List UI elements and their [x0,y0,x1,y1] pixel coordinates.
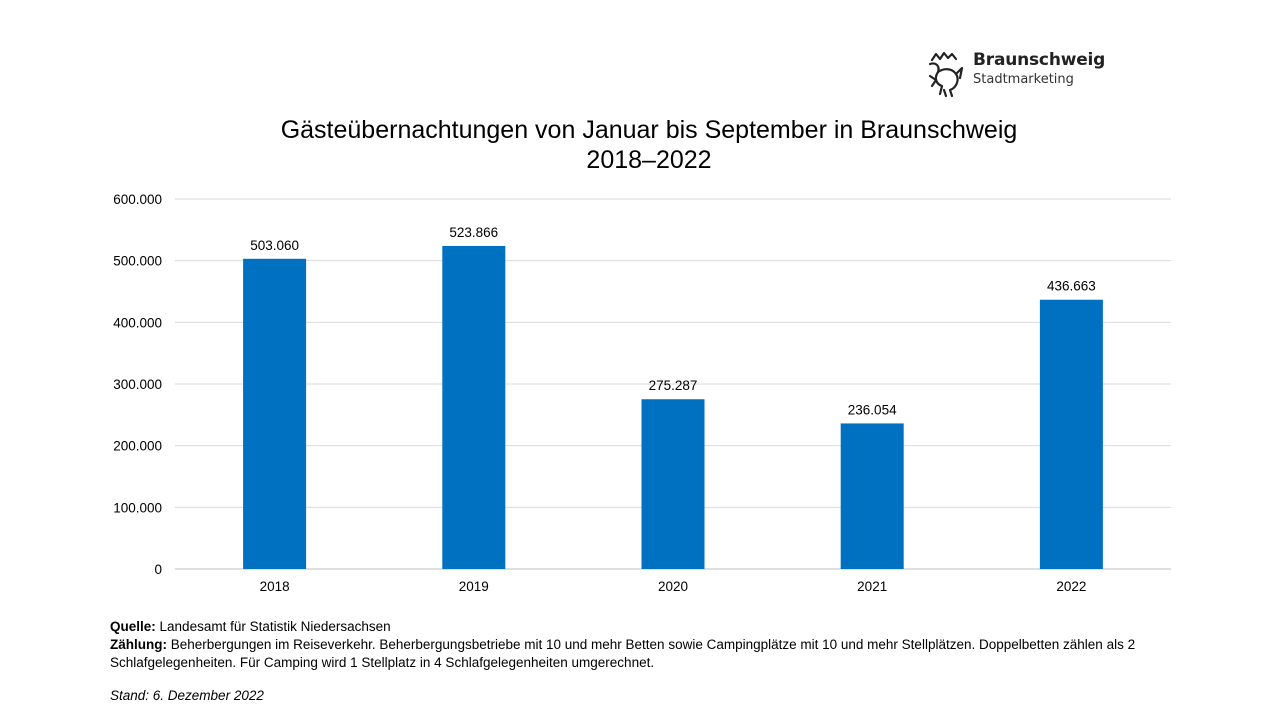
stand-date: Stand: 6. Dezember 2022 [110,688,264,703]
y-tick-label: 400.000 [113,315,162,330]
bar [641,399,705,569]
chart-subtitle: 2018–2022 [586,146,712,174]
y-tick-label: 300.000 [113,377,162,392]
y-tick-label: 600.000 [113,192,162,207]
brand-logo: Braunschweig Stadtmarketing [926,48,1126,104]
source-text: Landesamt für Statistik Niedersachsen [159,619,391,634]
data-label: 275.287 [649,378,698,393]
bar [1039,299,1103,569]
data-label: 236.054 [848,402,897,417]
bar [243,258,307,569]
bar [442,245,506,570]
x-tick-label: 2019 [459,579,489,594]
y-tick-label: 0 [154,562,162,577]
chart-title: Gästeübernachtungen von Januar bis Septe… [280,116,1018,144]
lion-emblem-icon [928,51,964,98]
count-label: Zählung: [110,637,167,652]
y-tick-label: 200.000 [113,439,162,454]
y-tick-label: 500.000 [113,254,162,269]
logo-brand-name: Braunschweig [973,50,1106,70]
chart-notes: Quelle: Landesamt für Statistik Niedersa… [110,618,1230,672]
source-note: Quelle: Landesamt für Statistik Niedersa… [110,618,1230,636]
data-label: 503.060 [250,238,299,253]
y-tick-label: 100.000 [113,500,162,515]
count-text: Beherbergungen im Reiseverkehr. Beherber… [110,637,1136,670]
chart-title-block: Gästeübernachtungen von Januar bis Septe… [0,115,1280,175]
count-note: Zählung: Beherbergungen im Reiseverkehr.… [110,636,1230,672]
logo-subtitle: Stadtmarketing [973,72,1074,87]
x-tick-label: 2020 [658,579,688,594]
source-label: Quelle: [110,619,156,634]
x-tick-label: 2022 [1056,579,1086,594]
data-label: 436.663 [1047,279,1096,294]
data-label: 523.866 [449,225,498,240]
x-tick-label: 2018 [260,579,290,594]
x-tick-label: 2021 [857,579,887,594]
bar [840,423,904,569]
